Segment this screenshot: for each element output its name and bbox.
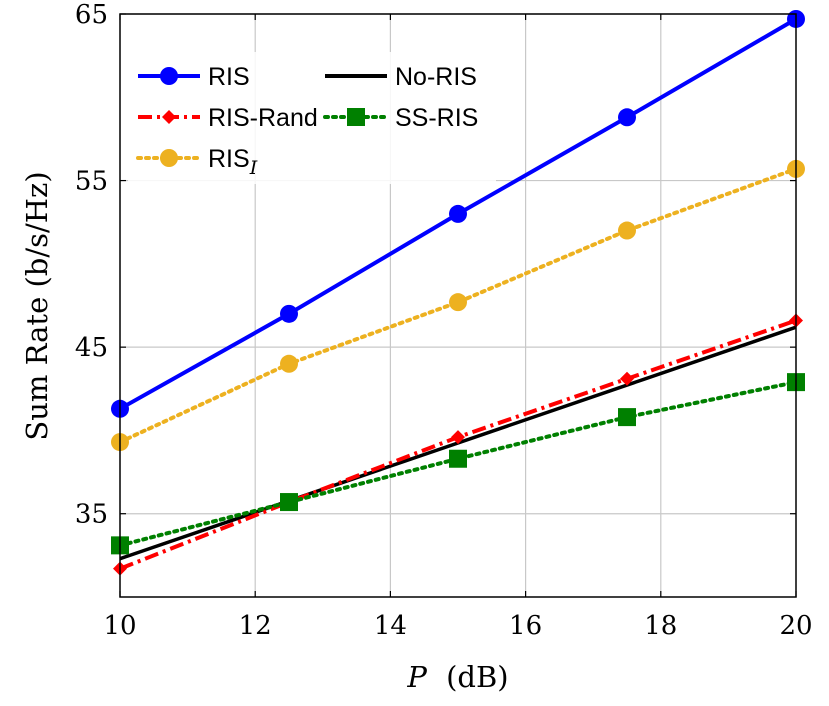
legend-marker — [160, 67, 178, 85]
data-point-ris — [449, 204, 467, 223]
tick-labels: 10 12 14 16 18 20 35 45 55 65 — [75, 0, 813, 641]
data-point-ris-i — [449, 293, 467, 312]
x-axis-variable: P — [406, 660, 427, 694]
legend-marker — [162, 110, 176, 124]
legend-marker — [347, 108, 365, 126]
series-ris-i — [111, 159, 805, 452]
data-point-ris-rand — [620, 371, 634, 386]
legend-label-text: RIS-Rand — [208, 104, 318, 132]
legend-label-text: RIS — [208, 145, 250, 173]
legend-entry-ris-i: RISI — [136, 145, 258, 179]
legend-label: RIS-Rand — [208, 104, 318, 132]
y-tick-label: 55 — [75, 167, 108, 197]
data-point-ss-ris — [449, 449, 467, 468]
x-tick-label: 14 — [374, 611, 407, 641]
legend-label-text: No-RIS — [395, 63, 477, 91]
x-tick-label: 12 — [239, 611, 272, 641]
y-tick-label: 35 — [75, 500, 108, 530]
x-tick-label: 18 — [644, 611, 677, 641]
data-point-ris — [280, 304, 298, 323]
legend-label: No-RIS — [395, 63, 477, 91]
data-point-ris-rand — [451, 430, 465, 445]
legend-label: RIS — [208, 63, 250, 91]
x-axis-label: P (dB) — [406, 660, 508, 694]
plot-frame — [119, 13, 797, 598]
data-point-ris — [618, 108, 636, 127]
data-point-ris-i — [618, 221, 636, 240]
legend-entry-ris-rand: RIS-Rand — [138, 104, 318, 132]
legend-label: RISI — [208, 145, 258, 179]
legend-entry-no-ris: No-RIS — [325, 63, 477, 91]
legend-label-text: SS-RIS — [395, 104, 478, 132]
legend-marker — [160, 149, 178, 167]
y-tick-label: 65 — [75, 0, 108, 30]
data-point-ss-ris — [618, 408, 636, 427]
x-axis-unit: (dB) — [446, 660, 509, 694]
series-layer — [111, 9, 805, 576]
legend-label: SS-RIS — [395, 104, 478, 132]
data-point-ris-i — [280, 354, 298, 373]
legend-entry-ris: RIS — [138, 63, 250, 91]
x-tick-label: 10 — [103, 611, 136, 641]
legend-entry-ss-ris: SS-RIS — [323, 104, 478, 132]
legend-label-text: RIS — [208, 63, 250, 91]
y-axis-label: Sum Rate (b/s/Hz) — [20, 171, 54, 440]
data-point-ss-ris — [280, 493, 298, 512]
y-tick-label: 45 — [75, 333, 108, 363]
x-tick-label: 16 — [509, 611, 542, 641]
legend-label-subscript: I — [249, 157, 258, 179]
x-tick-label: 20 — [779, 611, 812, 641]
